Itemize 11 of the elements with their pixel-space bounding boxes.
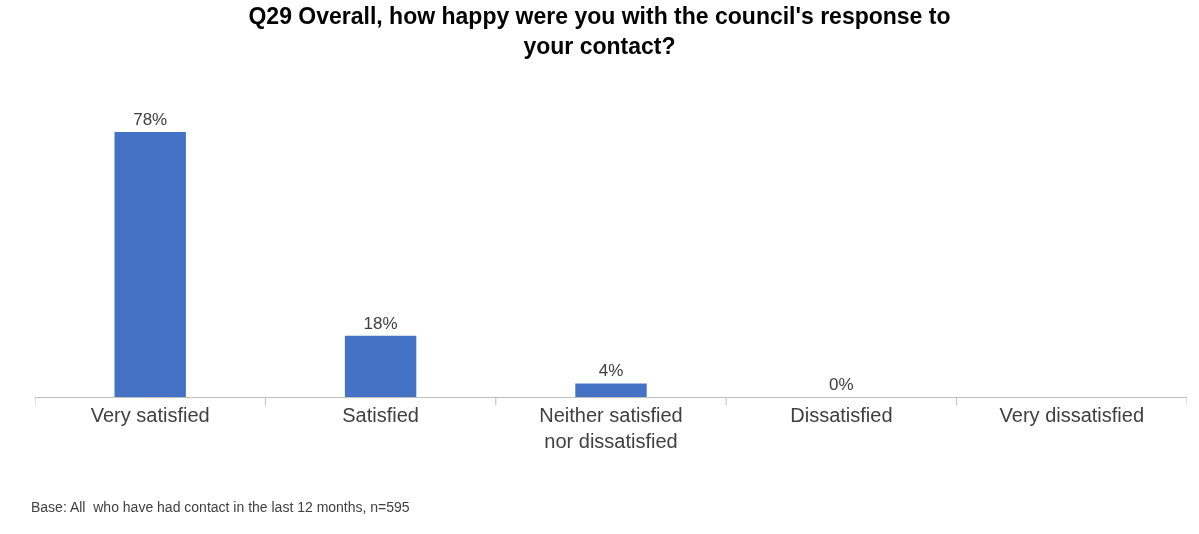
text: Base: All who have had contact in the last 12 months, n=595 [31, 499, 410, 515]
x-tick-label: Satisfied [342, 404, 419, 426]
chart-title: Q29 Overall, how happy were you with the council's response to your contact? [248, 3, 951, 59]
data-label: 0% [829, 375, 854, 394]
x-tick-label: Very satisfied [90, 404, 210, 426]
data-label: 18% [363, 313, 398, 333]
data-label: 78% [133, 109, 168, 129]
x-tick-label: Dissatisfied [790, 404, 893, 426]
data-label: 4% [598, 361, 624, 381]
x-tick-label: Neither satisfied nor dissatisfied [539, 404, 683, 452]
x-tick-label: Very dissatisfied [999, 404, 1145, 426]
